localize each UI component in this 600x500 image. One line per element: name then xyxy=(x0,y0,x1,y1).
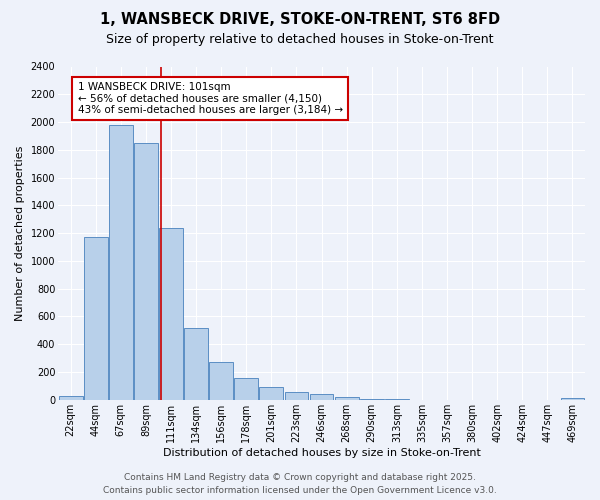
Bar xyxy=(159,228,183,400)
Text: Contains HM Land Registry data © Crown copyright and database right 2025.
Contai: Contains HM Land Registry data © Crown c… xyxy=(103,474,497,495)
Bar xyxy=(184,328,208,400)
Bar xyxy=(360,398,383,400)
X-axis label: Distribution of detached houses by size in Stoke-on-Trent: Distribution of detached houses by size … xyxy=(163,448,481,458)
Bar xyxy=(235,378,258,400)
Bar xyxy=(310,394,334,400)
Bar xyxy=(84,238,107,400)
Text: 1, WANSBECK DRIVE, STOKE-ON-TRENT, ST6 8FD: 1, WANSBECK DRIVE, STOKE-ON-TRENT, ST6 8… xyxy=(100,12,500,28)
Bar xyxy=(335,397,359,400)
Y-axis label: Number of detached properties: Number of detached properties xyxy=(15,146,25,321)
Bar xyxy=(284,392,308,400)
Bar xyxy=(560,398,584,400)
Bar xyxy=(209,362,233,400)
Bar xyxy=(134,143,158,400)
Bar xyxy=(259,388,283,400)
Bar xyxy=(109,125,133,400)
Text: 1 WANSBECK DRIVE: 101sqm
← 56% of detached houses are smaller (4,150)
43% of sem: 1 WANSBECK DRIVE: 101sqm ← 56% of detach… xyxy=(77,82,343,115)
Bar xyxy=(59,396,83,400)
Text: Size of property relative to detached houses in Stoke-on-Trent: Size of property relative to detached ho… xyxy=(106,32,494,46)
